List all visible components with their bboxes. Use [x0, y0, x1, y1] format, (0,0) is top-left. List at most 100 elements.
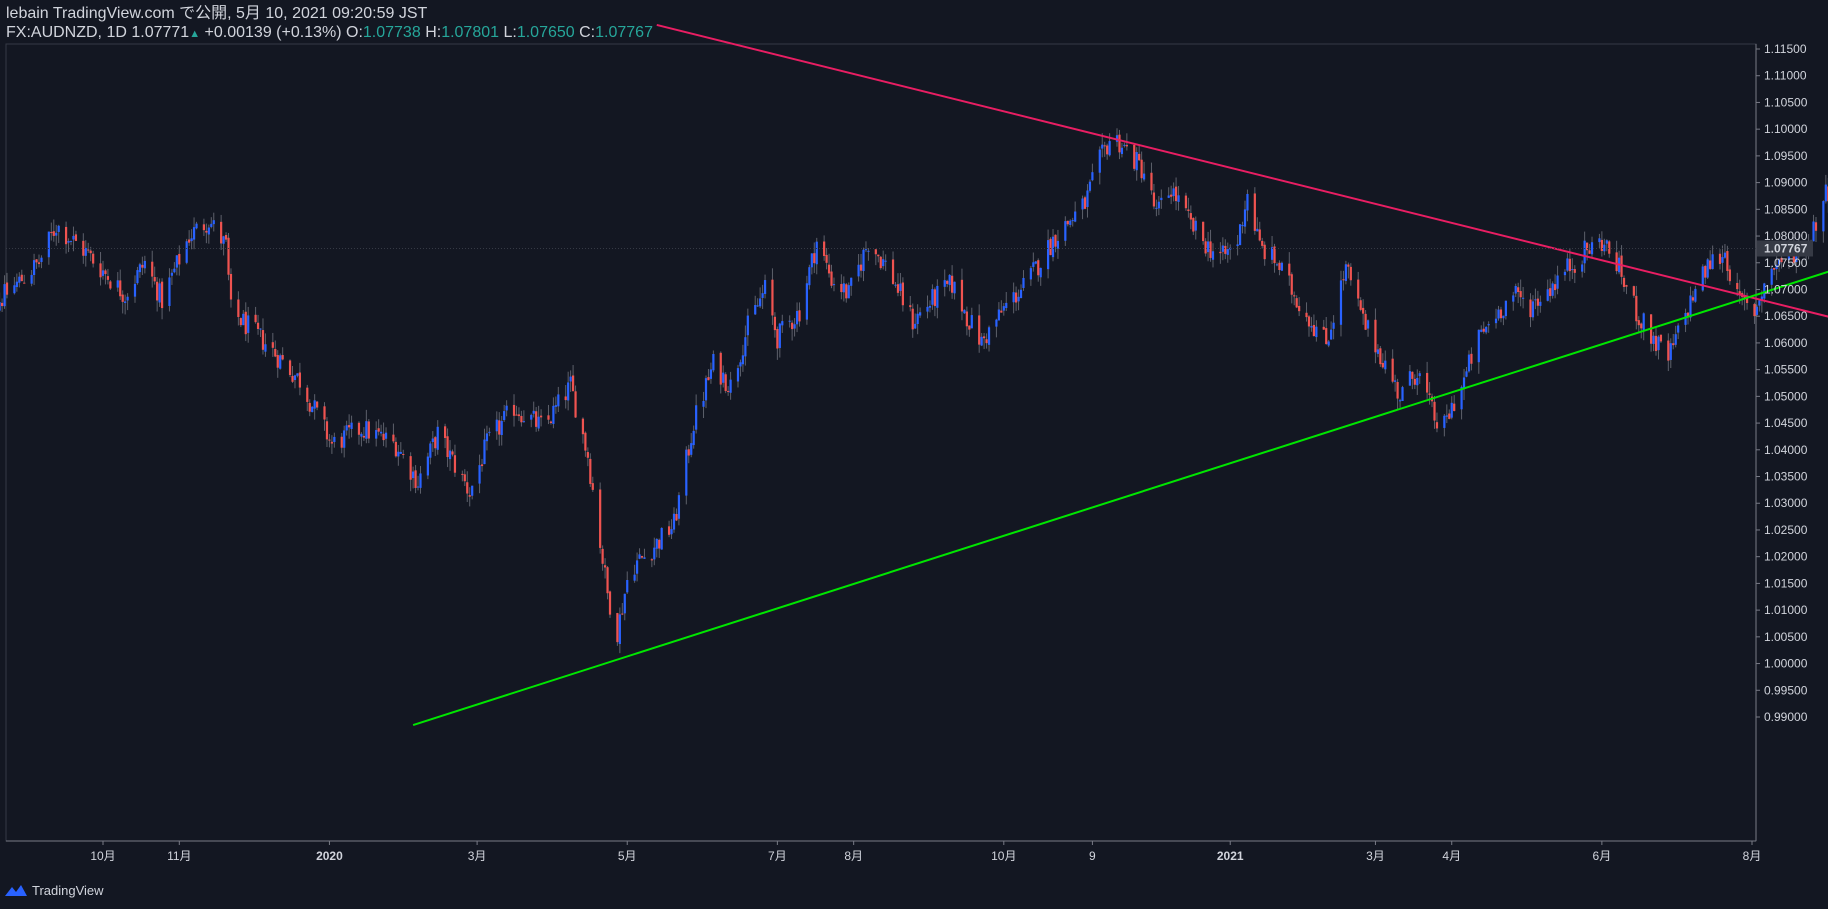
candle [1167, 187, 1170, 199]
candle [426, 452, 429, 480]
symbol-label[interactable]: FX:AUDNZD, 1D [6, 24, 127, 41]
candle [736, 364, 740, 388]
candle [343, 425, 346, 458]
resistance-trendline[interactable] [656, 23, 1828, 359]
support-trendline[interactable] [412, 217, 1828, 726]
candle [156, 277, 159, 312]
candle [1172, 182, 1175, 202]
candle [603, 558, 607, 579]
candle [1325, 317, 1328, 345]
candle [1098, 146, 1101, 185]
candle [808, 264, 811, 290]
candle [468, 487, 471, 507]
candle [931, 284, 934, 310]
candle [928, 300, 932, 313]
candle [256, 314, 260, 335]
candle [1549, 278, 1552, 303]
candle [20, 269, 23, 282]
candle [153, 266, 156, 285]
candle [537, 405, 540, 432]
candle [862, 247, 865, 282]
candle [244, 302, 247, 342]
price-tick-label: 1.04500 [1764, 416, 1808, 430]
candle [567, 371, 570, 411]
candle [448, 440, 452, 471]
trendlines[interactable] [412, 23, 1828, 726]
candle [1017, 289, 1020, 311]
candle [709, 362, 713, 384]
candle [616, 612, 619, 646]
candle [116, 272, 119, 292]
candle [926, 295, 929, 319]
candle [1494, 308, 1498, 329]
candle [1083, 195, 1087, 210]
candle [1674, 325, 1677, 348]
candle [948, 274, 951, 292]
candle [859, 253, 863, 278]
candle [759, 287, 762, 309]
candle [375, 421, 378, 447]
candle [13, 277, 16, 295]
candle [515, 405, 518, 416]
candle [1091, 163, 1094, 182]
candle [1711, 245, 1714, 270]
candle [1229, 244, 1232, 260]
candle [1138, 144, 1141, 162]
candle [845, 282, 848, 303]
candle [288, 359, 292, 378]
candle [1497, 305, 1500, 321]
candle [1514, 283, 1517, 298]
candle [1531, 295, 1535, 321]
candle [1056, 229, 1060, 259]
candle [606, 566, 609, 600]
price-tick-label: 1.05500 [1764, 363, 1808, 377]
candle [1814, 216, 1818, 243]
candle [788, 315, 791, 328]
footer-brand[interactable]: TradingView [32, 882, 104, 898]
candle [535, 407, 538, 432]
candle [813, 242, 816, 274]
price-tick-label: 1.08500 [1764, 202, 1808, 216]
candle [488, 427, 491, 437]
candle [933, 287, 936, 317]
candle [1522, 286, 1525, 309]
candle [618, 607, 621, 654]
candle [409, 452, 412, 492]
candle [1379, 345, 1382, 367]
candle [394, 437, 397, 458]
candle [539, 409, 543, 427]
price-axis[interactable]: 1.11500 1.11000 1.10500 1.10000 1.09500 1.090… [1756, 42, 1808, 724]
candle [1502, 315, 1505, 326]
candle [778, 322, 781, 358]
candle [220, 214, 223, 250]
candle [84, 240, 87, 267]
candle [291, 365, 294, 384]
candle [909, 295, 912, 312]
candle [810, 253, 813, 275]
candle [505, 400, 508, 417]
candle [1394, 374, 1397, 392]
candle [412, 466, 415, 489]
candle [89, 246, 92, 262]
candle [478, 454, 481, 494]
tradingview-logo-icon[interactable] [4, 882, 28, 898]
candle [1069, 219, 1072, 228]
candle [690, 433, 693, 458]
candle [205, 223, 208, 244]
low-value: 1.07650 [516, 24, 575, 41]
candle [0, 298, 4, 312]
price-tick-label: 1.00000 [1764, 657, 1808, 671]
candle [1649, 314, 1653, 352]
price-tick-label: 1.09500 [1764, 149, 1808, 163]
candle [549, 420, 553, 425]
candle [584, 431, 587, 457]
time-axis[interactable]: 10月 11月 2020 3月 5月 7月 8月 10月 9 2021 3月 4月 6月 8月 [90, 841, 1761, 863]
candle [1034, 260, 1037, 265]
candle [119, 269, 122, 300]
candle [384, 427, 388, 448]
candle [340, 433, 343, 454]
candle [325, 417, 329, 448]
candle [1263, 241, 1266, 266]
candle [1019, 284, 1023, 299]
